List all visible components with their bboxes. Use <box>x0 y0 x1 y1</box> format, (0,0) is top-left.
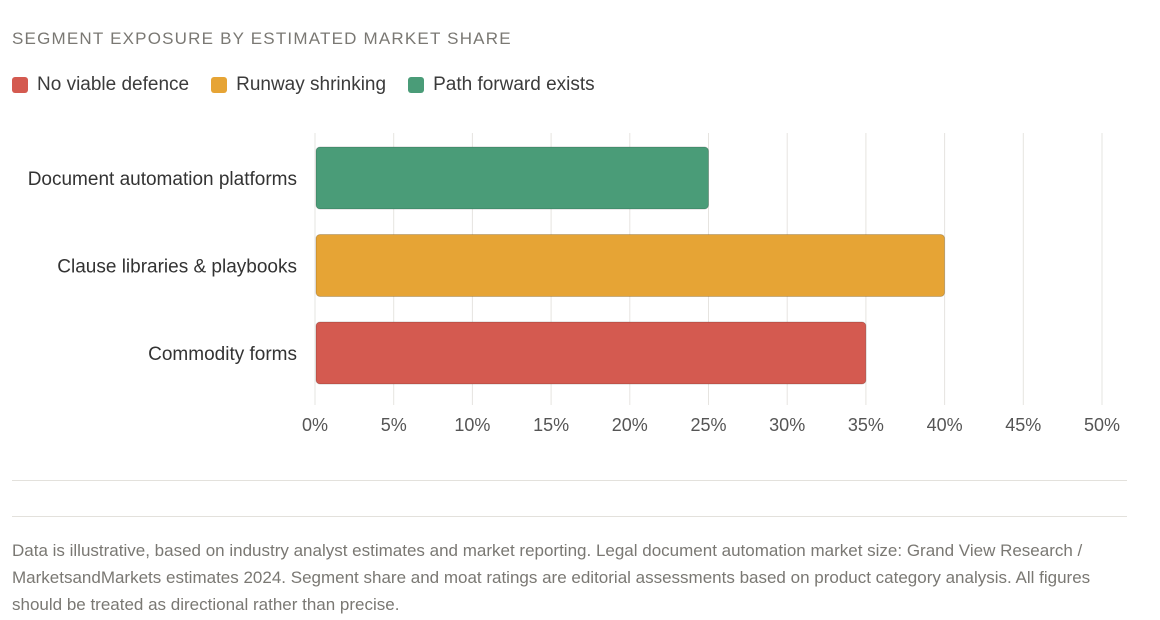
bar-chart: 0% 5% 10% 15% 20% 25% 30% 35% 40% 45% 50% Document … <box>28 133 1120 435</box>
legend-label: Path forward exists <box>433 74 595 95</box>
legend-label: Runway shrinking <box>236 74 387 95</box>
legend-item-path-forward-exists: Path forward exists <box>408 74 595 96</box>
x-tick-label: 10% <box>454 415 490 435</box>
x-tick-label: 15% <box>533 415 569 435</box>
y-category-label: Document automation platforms <box>28 169 297 190</box>
divider <box>12 480 1127 481</box>
legend-item-no-viable-defence: No viable defence <box>12 74 189 96</box>
footnote: Data is illustrative, based on industry … <box>12 541 1091 614</box>
y-category-label: Commodity forms <box>148 344 297 365</box>
bar <box>315 321 867 385</box>
x-tick-label: 20% <box>612 415 648 435</box>
x-tick-label: 0% <box>302 415 328 435</box>
x-tick-label: 40% <box>927 415 963 435</box>
x-tick-label: 50% <box>1084 415 1120 435</box>
x-tick-label: 30% <box>769 415 805 435</box>
legend-swatch <box>12 77 28 93</box>
chart-title: SEGMENT EXPOSURE BY ESTIMATED MARKET SHA… <box>12 29 512 48</box>
legend-label: No viable defence <box>37 74 190 95</box>
x-tick-label: 45% <box>1005 415 1041 435</box>
x-tick-label: 5% <box>381 415 407 435</box>
legend: No viable defence Runway shrinking Path … <box>12 74 617 96</box>
divider <box>12 516 1127 517</box>
legend-item-runway-shrinking: Runway shrinking <box>211 74 386 96</box>
y-category-label: Clause libraries & playbooks <box>57 257 297 278</box>
legend-swatch <box>211 77 228 93</box>
bar <box>315 146 709 210</box>
bar <box>315 234 946 297</box>
legend-swatch <box>408 77 425 93</box>
x-tick-label: 35% <box>848 415 884 435</box>
x-tick-label: 25% <box>690 415 726 435</box>
